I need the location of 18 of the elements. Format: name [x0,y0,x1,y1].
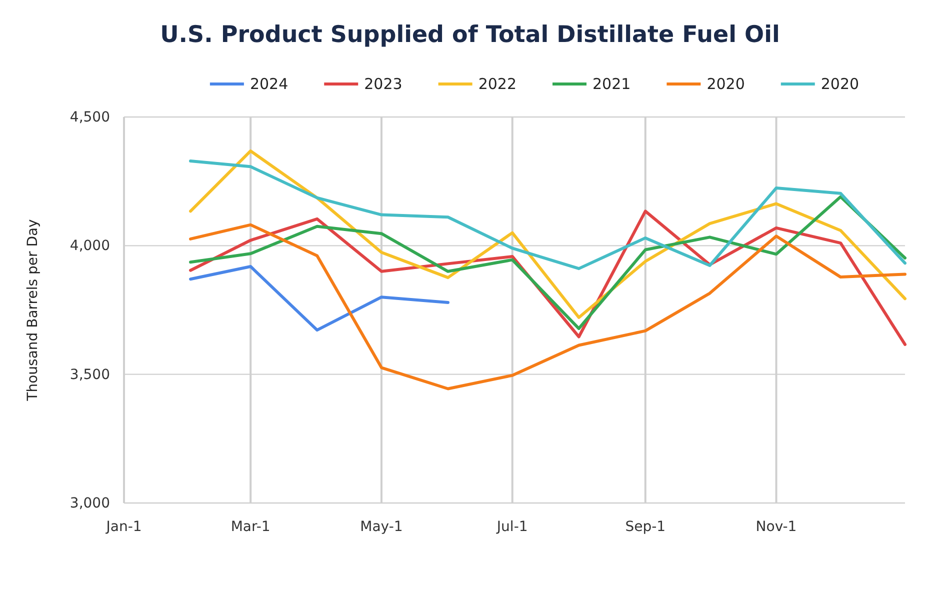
x-tick-label: Mar-1 [230,518,270,535]
y-tick-label: 3,000 [70,495,110,512]
legend-label: 2021 [592,75,631,93]
y-axis-title: Thousand Barrels per Day [25,219,41,402]
y-tick-label: 3,500 [70,366,110,383]
x-tick-label: Jul-1 [496,518,528,535]
legend-label: 2024 [250,75,288,93]
legend-label: 2020 [820,75,860,93]
y-tick-label: 4,000 [70,238,110,254]
chart-title: U.S. Product Supplied of Total Distillate Fuel Oil [160,22,780,48]
x-tick-label: Sep-1 [625,518,666,535]
x-tick-label: May-1 [360,518,403,535]
legend-label: 2022 [478,75,516,93]
x-tick-label: Nov-1 [756,518,797,535]
legend-label: 2023 [364,75,402,93]
x-tick-label: Jan-1 [105,518,142,535]
y-tick-label: 4,500 [70,109,110,126]
legend-label: 2020 [706,75,745,93]
